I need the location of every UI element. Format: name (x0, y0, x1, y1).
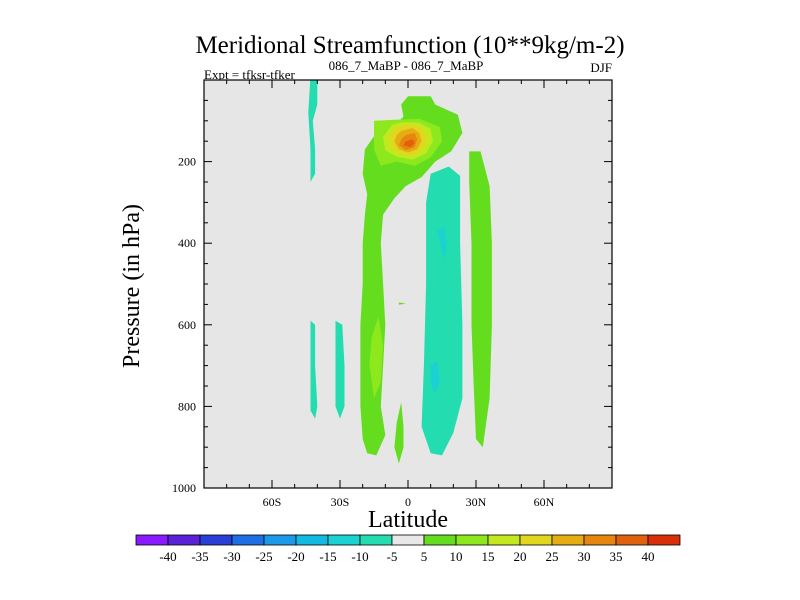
colorbar-label: 20 (514, 549, 527, 564)
colorbar-label: -30 (223, 549, 240, 564)
colorbar-swatch (423, 534, 457, 546)
contour-region (308, 80, 318, 182)
x-axis-label: Latitude (368, 507, 448, 533)
colorbar-swatch (551, 534, 585, 546)
colorbar-swatch (487, 534, 521, 546)
contour-region (437, 226, 447, 260)
colorbar-swatch (135, 534, 169, 546)
colorbar-swatch (199, 534, 233, 546)
contour-region (394, 402, 404, 464)
contour-layer (308, 80, 492, 464)
y-axis-label: Pressure (in hPa) (119, 204, 145, 368)
contour-region (430, 361, 440, 395)
contour-region (398, 302, 406, 305)
colorbar-label: 40 (642, 549, 655, 564)
y-tick-label: 400 (178, 236, 196, 250)
colorbar-label: -35 (191, 549, 208, 564)
x-tick-label: 30S (331, 495, 350, 509)
colorbar-swatch (263, 534, 297, 546)
colorbar-label: -10 (351, 549, 368, 564)
colorbar-swatch (295, 534, 329, 546)
colorbar-swatch (167, 534, 201, 546)
x-tick-label: 30N (466, 495, 487, 509)
contour-region (335, 320, 345, 419)
colorbar-swatch (391, 534, 425, 546)
colorbar-swatch (519, 534, 553, 546)
colorbar-label: -40 (159, 549, 176, 564)
colorbar-label: 15 (482, 549, 495, 564)
colorbar-label: 25 (546, 549, 559, 564)
colorbar-label: 5 (421, 549, 428, 564)
colorbar-label: -20 (287, 549, 304, 564)
y-tick-label: 600 (178, 318, 196, 332)
contour-region (310, 320, 318, 419)
colorbar-label: 10 (450, 549, 463, 564)
colorbar-swatch (455, 534, 489, 546)
colorbar-label: -15 (319, 549, 336, 564)
chart-subtitle-center: 086_7_MaBP - 086_7_MaBP (329, 58, 484, 73)
colorbar-swatch (327, 534, 361, 546)
contour-region (469, 151, 492, 448)
colorbar-swatch (647, 534, 681, 546)
colorbar-label: 30 (578, 549, 591, 564)
chart-subtitle-right: DJF (590, 60, 612, 75)
colorbar-swatch (615, 534, 649, 546)
y-tick-label: 800 (178, 399, 196, 413)
colorbar-label: -5 (387, 549, 398, 564)
colorbar-swatch (231, 534, 265, 546)
colorbar-swatch (583, 534, 617, 546)
colorbar-swatch (359, 534, 393, 546)
chart-subtitle-left: Expt = tfksr-tfker (204, 67, 295, 82)
chart-title: Meridional Streamfunction (10**9kg/m-2) (195, 32, 624, 59)
x-tick-label: 0 (405, 495, 411, 509)
colorbar-label: -25 (255, 549, 272, 564)
x-tick-label: 60S (263, 495, 282, 509)
colorbar: -40 -35 -30 -25 -20 -15 -10 -5 5 10 15 20 25 30 35 40 (135, 534, 681, 564)
contour-region (421, 166, 463, 456)
contour-region (369, 316, 384, 399)
contour-region (360, 96, 463, 456)
x-tick-label: 60N (534, 495, 555, 509)
axes-layer: 60S 30S 0 30N 60N 200 400 600 800 1000 (172, 79, 613, 509)
y-tick-label: 1000 (172, 481, 196, 495)
y-tick-label: 200 (178, 155, 196, 169)
colorbar-label: 35 (610, 549, 623, 564)
contour-region (403, 139, 415, 148)
